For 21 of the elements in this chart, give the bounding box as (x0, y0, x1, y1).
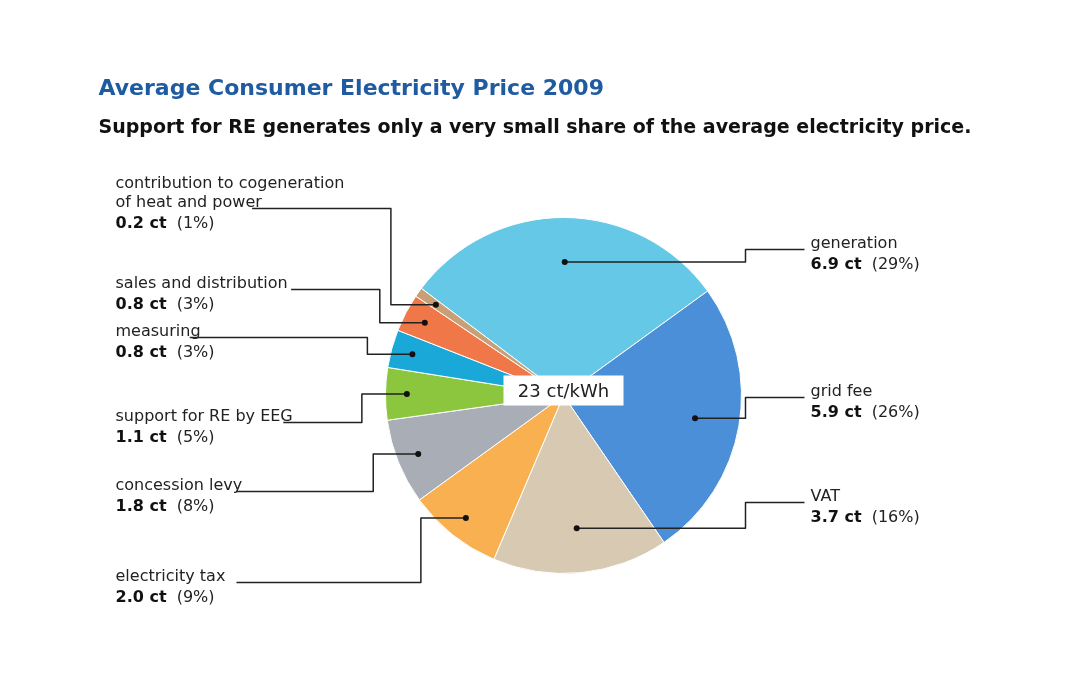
data-label: 1.8 ct (8%) (115, 495, 215, 515)
data-label: 6.9 ct (29%) (810, 253, 920, 273)
slice-label: generation (810, 232, 898, 252)
data-label: 0.8 ct (3%) (115, 293, 215, 313)
chart-subtitle: Support for RE generates only a very small share of the average electricity price. (98, 114, 972, 137)
data-label: 0.8 ct (3%) (115, 341, 215, 361)
slice-label: VAT (810, 485, 841, 505)
text: 23 ct/kWh (517, 380, 610, 401)
slice-label: grid fee (810, 380, 873, 400)
slice-label: sales and distribution (115, 272, 288, 292)
slice-label: contribution to cogeneration of heat and power (115, 172, 345, 211)
data-label: 2.0 ct (9%) (115, 586, 215, 606)
data-label: 1.1 ct (5%) (115, 426, 215, 446)
chart-title: Average Consumer Electricity Price 2009 (98, 74, 604, 100)
slice-label: concession levy (115, 474, 243, 494)
data-label: 5.9 ct (26%) (810, 401, 920, 421)
slice-label: measuring (115, 320, 201, 340)
data-label: 3.7 ct (16%) (810, 506, 920, 526)
data-label: 0.2 ct (1%) (115, 212, 215, 232)
slice-label: support for RE by EEG (115, 405, 293, 425)
slice-label: electricity tax (115, 565, 226, 585)
